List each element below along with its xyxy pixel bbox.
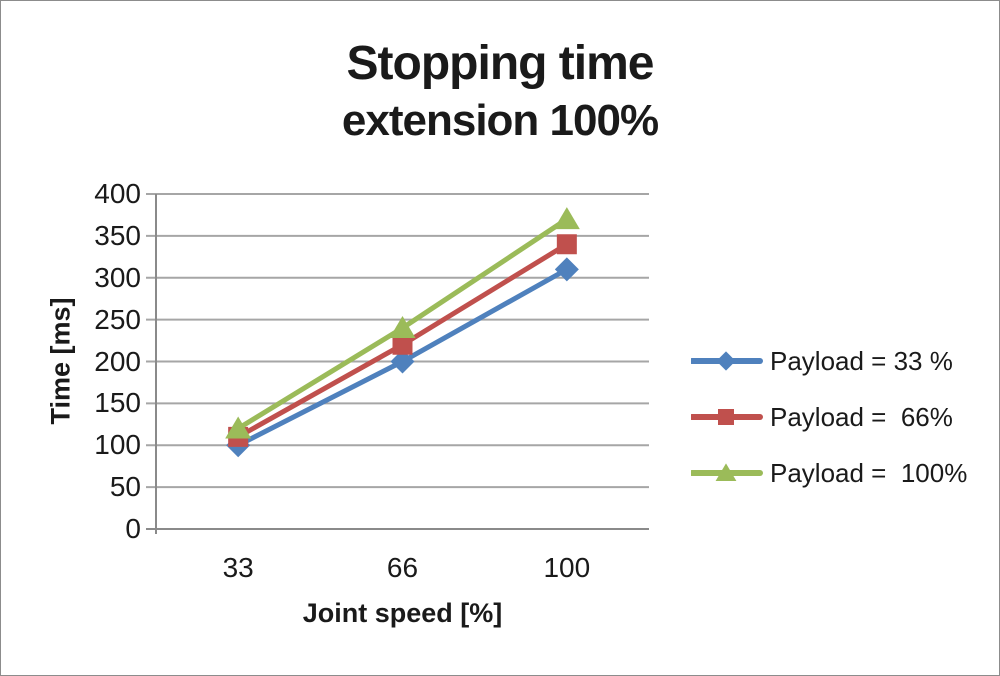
x-tick-label: 100: [543, 552, 591, 583]
x-tick-label: 66: [386, 552, 419, 583]
legend-diamond-icon: [691, 351, 763, 371]
legend-square-icon: [691, 409, 763, 425]
legend-label: Payload = 100%: [770, 457, 968, 488]
legend-item-0: Payload = 33 %: [691, 333, 967, 389]
legend-item-1: Payload = 66%: [691, 389, 967, 445]
legend-marker-1: [718, 409, 734, 425]
y-tick-label: 50: [109, 471, 141, 503]
legend-marker-0: [716, 351, 736, 371]
y-tick-label: 400: [94, 178, 141, 209]
data-point-2: [389, 316, 416, 338]
data-point-1: [392, 334, 413, 355]
chart-title-block: Stopping time extension 100%: [1, 33, 999, 147]
y-tick-label: 250: [94, 303, 141, 335]
x-tick-label: 33: [222, 552, 254, 583]
legend-item-2: Payload = 100%: [691, 445, 967, 501]
legend: Payload = 33 % Payload = 66% Payload = 100…: [691, 333, 967, 501]
y-tick-label: 150: [94, 387, 141, 419]
y-tick-label: 200: [94, 345, 141, 377]
data-point-1: [556, 234, 577, 255]
y-tick-label: 350: [94, 219, 141, 251]
data-point-0: [554, 257, 579, 282]
legend-triangle-icon: [691, 463, 763, 481]
data-point-0: [390, 349, 415, 374]
data-point-2: [553, 207, 580, 230]
legend-label: Payload = 33 %: [770, 345, 953, 376]
legend-label: Payload = 66%: [770, 401, 953, 432]
chart-subtitle: extension 100%: [341, 96, 659, 145]
legend-marker-2: [715, 463, 737, 481]
chart-title: Stopping time: [346, 37, 655, 90]
y-tick-label: 100: [94, 429, 141, 461]
data-point-2: [225, 416, 252, 439]
y-tick-label: 0: [125, 513, 141, 544]
y-tick-label: 300: [94, 261, 141, 293]
x-axis-title: Joint speed [%]: [302, 598, 503, 628]
